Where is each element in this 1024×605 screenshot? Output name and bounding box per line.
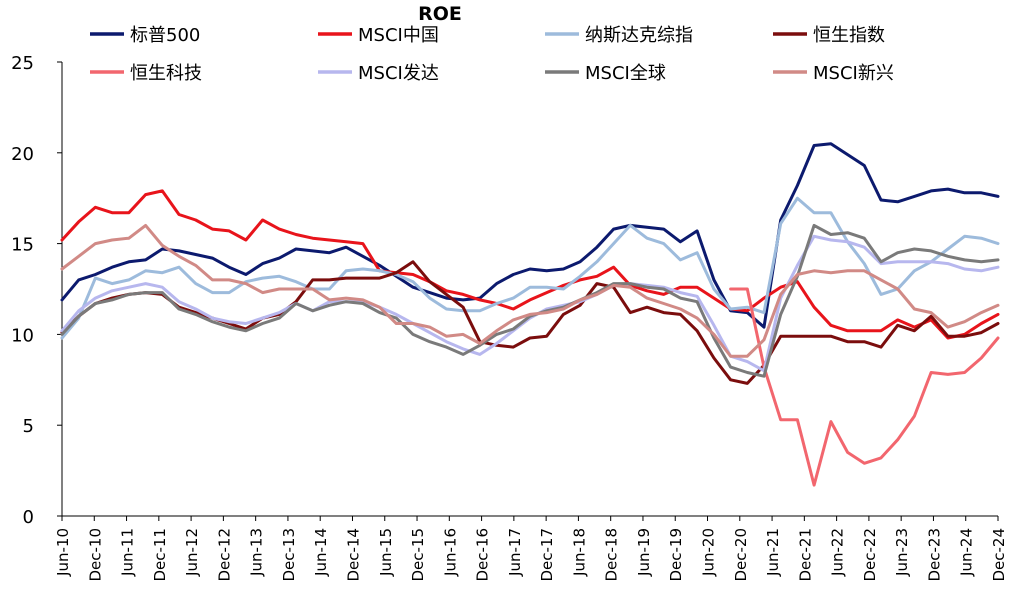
legend-item: MSCI中国 [318,25,439,46]
x-tick-label: Dec-17 [538,528,556,582]
legend-item: MSCI发达 [318,63,439,84]
x-tick-label: Jun-14 [312,528,330,577]
legend-item: 恒生科技 [90,63,202,84]
legend-item: 标普500 [90,25,200,46]
x-tick-label: Jun-12 [183,528,201,577]
x-tick-label: Jun-21 [764,528,782,577]
y-tick-label: 15 [11,235,34,256]
x-tick-label: Dec-13 [280,528,298,582]
legend-item: MSCI新兴 [773,63,894,84]
series-line-1 [60,189,1000,340]
x-tick-label: Dec-19 [667,528,685,582]
y-tick-label: 25 [11,53,34,74]
x-tick-label: Jun-18 [570,528,588,577]
legend-label: 标普500 [130,25,200,46]
x-tick-label: Dec-16 [474,528,492,582]
x-axis: Jun-10 Dec-10 Jun-11 Dec-11 Jun-12 Dec-12 Jun-… [54,515,1008,582]
series-line-7 [60,223,1000,358]
series-line-5 [60,234,1000,373]
x-tick-label: Dec-12 [215,528,233,582]
x-tick-label: Jun-11 [119,528,137,577]
y-tick-label: 10 [11,325,34,346]
legend-item: MSCI全球 [545,63,666,84]
x-tick-label: Jun-23 [893,528,911,577]
x-tick-label: Dec-22 [861,528,879,582]
y-tick-label: 20 [11,144,34,165]
x-tick-label: Jun-17 [506,528,524,577]
legend-label: 恒生科技 [130,63,202,84]
legend-label: MSCI发达 [358,63,439,84]
x-tick-label: Dec-20 [732,528,750,582]
legend-item: 纳斯达克综指 [545,25,693,46]
x-tick-label: Jun-13 [248,528,266,577]
x-tick-label: Dec-14 [344,528,362,582]
x-tick-label: Jun-19 [635,528,653,577]
x-tick-label: Dec-11 [151,528,169,582]
series-layer [60,142,1000,487]
series-line-6 [60,223,1000,378]
y-axis: 0 5 10 15 20 25 [11,53,63,528]
x-tick-label: Dec-24 [990,528,1008,582]
series-line-3 [60,260,1000,385]
x-tick-label: Jun-20 [700,528,718,577]
series-line-0 [60,142,1000,329]
legend-label: MSCI全球 [585,63,666,84]
chart-title: ROE [418,3,462,25]
x-tick-label: Jun-16 [441,528,459,577]
y-tick-label: 0 [23,507,34,528]
legend-label: MSCI中国 [358,25,439,46]
x-tick-label: Jun-22 [829,528,847,577]
x-tick-label: Jun-24 [958,528,976,577]
x-tick-label: Dec-23 [925,528,943,582]
legend-label: MSCI新兴 [813,63,894,84]
series-line-4 [729,287,1000,487]
legend-label: 恒生指数 [813,25,885,46]
legend-item: 恒生指数 [773,25,885,46]
x-tick-label: Jun-10 [54,528,72,577]
x-tick-label: Dec-21 [796,528,814,582]
x-tick-label: Dec-10 [86,528,104,582]
x-tick-label: Jun-15 [377,528,395,577]
legend-label: 纳斯达克综指 [585,25,693,46]
y-tick-label: 5 [23,416,34,437]
x-tick-label: Dec-15 [409,528,427,582]
x-tick-label: Dec-18 [603,528,621,582]
